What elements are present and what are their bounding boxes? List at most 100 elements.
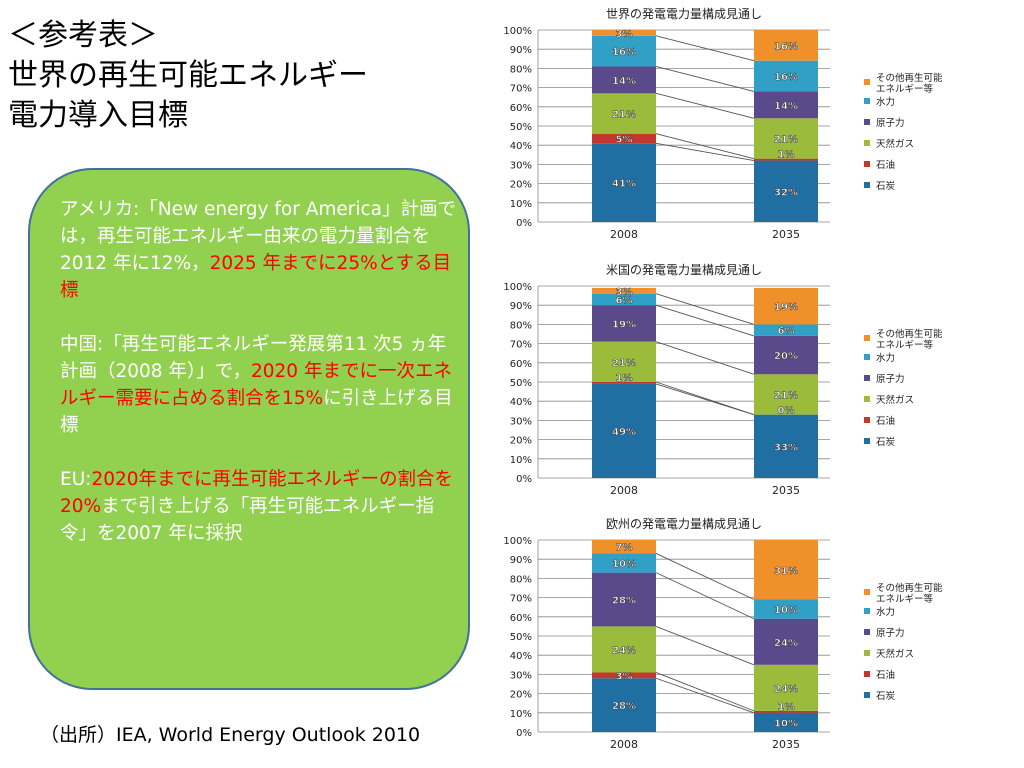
title-line-2: 世界の再生可能エネルギー [8, 58, 368, 93]
bar-segment [754, 91, 818, 119]
bar-segment [592, 341, 656, 382]
legend-label-line: その他再生可能 [876, 582, 943, 594]
bar-segment [754, 335, 818, 375]
data-label: 21% [774, 134, 798, 145]
eu-target-highlight: 2020年までに再生可能エネルギーの割合を20% [60, 469, 454, 517]
y-tick-label: 60% [510, 103, 532, 114]
legend-label: その他再生可能エネルギー等 [876, 328, 943, 351]
x-tick-label: 2008 [610, 738, 638, 751]
connector-line [655, 66, 755, 92]
legend-label-line: 天然ガス [876, 138, 914, 150]
legend-label: 原子力 [876, 117, 905, 129]
chart-title: 欧州の発電電力量構成見通し [606, 517, 762, 531]
data-label: 1% [616, 373, 633, 384]
legend-swatch [864, 98, 870, 104]
bar-segment [754, 324, 818, 336]
bar-segment [592, 672, 656, 679]
y-tick-label: 30% [510, 416, 532, 427]
usa-target-text: アメリカ:「New energy for America」計画では，再生可能エネ… [60, 199, 457, 274]
title-line-3: 電力導入目標 [8, 98, 188, 133]
legend-label-line: エネルギー等 [876, 339, 934, 351]
legend-label-line: 水力 [876, 606, 895, 618]
connector-line [655, 572, 755, 620]
legend-swatch [864, 417, 870, 423]
bar-segment [592, 143, 656, 222]
data-label: 16% [612, 47, 636, 58]
bar-segment [592, 293, 656, 306]
connector-line [655, 142, 755, 162]
slide-title: ＜参考表＞ 世界の再生可能エネルギー 電力導入目標 [8, 16, 368, 136]
legend-label: 石炭 [876, 181, 896, 192]
y-tick-label: 10% [510, 709, 532, 720]
y-tick-label: 50% [510, 122, 532, 133]
legend-swatch [864, 608, 870, 614]
data-label: 7% [616, 543, 633, 554]
legend-swatch [864, 354, 870, 360]
data-label: 0% [778, 406, 795, 417]
legend-label-line: その他再生可能 [876, 328, 943, 340]
connector-line [655, 625, 755, 666]
bar-segment [754, 160, 818, 222]
legend-label: 水力 [876, 96, 895, 108]
targets-box [28, 168, 470, 690]
connector-line [655, 672, 755, 712]
data-label: 14% [612, 76, 636, 87]
legend-swatch [864, 396, 870, 402]
data-label: 3% [616, 671, 633, 682]
bar-segment [754, 287, 818, 325]
bar-segment [754, 414, 818, 478]
bar-segment [592, 383, 656, 478]
y-tick-label: 20% [510, 180, 532, 191]
chart-title: 世界の発電電力量構成見通し [606, 7, 762, 21]
data-label: 24% [774, 684, 798, 695]
bar-segment [592, 553, 656, 573]
legend-label-line: 石油 [876, 159, 895, 171]
bar-segment [754, 158, 818, 161]
connector-line [655, 92, 755, 119]
legend-swatch [864, 692, 870, 698]
legend-label: 石油 [876, 159, 895, 171]
connector-line [655, 341, 755, 375]
legend-label-line: 石炭 [876, 437, 896, 448]
legend-label-line: エネルギー等 [876, 83, 934, 95]
legend-label-line: 水力 [876, 352, 895, 364]
legend-label: 天然ガス [876, 138, 914, 150]
data-label: 1% [778, 150, 795, 161]
data-label: 32% [774, 187, 798, 198]
data-label: 21% [612, 110, 636, 121]
y-tick-label: 40% [510, 141, 532, 152]
bar-segment [754, 618, 818, 665]
bar-segment [754, 664, 818, 711]
y-tick-label: 70% [510, 594, 532, 605]
china-target-text: 中国:「再生可能エネルギー発展第11 次5 ヵ年計画（2008 年）」で， [60, 334, 447, 382]
legend-label: 原子力 [876, 373, 905, 385]
data-label: 10% [612, 559, 636, 570]
connector-line [655, 381, 755, 416]
chart-europe: 欧州の発電電力量構成見通し 0% 10% 20% 30% 40% 50% 60% 70% 80% 9… [503, 517, 943, 751]
eu-target-text: EU: [60, 469, 92, 490]
bar-segment [592, 382, 656, 384]
chart-usa: 米国の発電電力量構成見通し 0% 10% 20% 30% 40% 50% 60% 70% 80% 9… [503, 263, 943, 497]
legend-label-line: 水力 [876, 96, 895, 108]
y-tick-label: 40% [510, 651, 532, 662]
data-label: 1% [778, 702, 795, 713]
connector-line [655, 133, 755, 160]
y-tick-label: 60% [510, 359, 532, 370]
y-tick-label: 100% [503, 536, 532, 547]
legend-label: 天然ガス [876, 394, 914, 406]
bar-segment [592, 626, 656, 673]
bar-segment [754, 60, 818, 92]
data-label: 24% [774, 638, 798, 649]
bar-segment [754, 30, 818, 61]
x-tick-label: 2035 [772, 228, 800, 241]
y-tick-label: 90% [510, 555, 532, 566]
legend-label-line: 天然ガス [876, 394, 914, 406]
source-note: （出所）IEA, World Energy Outlook 2010 [40, 724, 421, 746]
usa-target-highlight: 2025 年までに25%とする目標 [60, 253, 452, 301]
y-tick-label: 80% [510, 320, 532, 331]
bar-segment [754, 712, 818, 732]
legend-label-line: エネルギー等 [876, 593, 934, 605]
data-label: 3% [616, 287, 633, 298]
bar-segment [592, 133, 656, 144]
legend-swatch [864, 140, 870, 146]
